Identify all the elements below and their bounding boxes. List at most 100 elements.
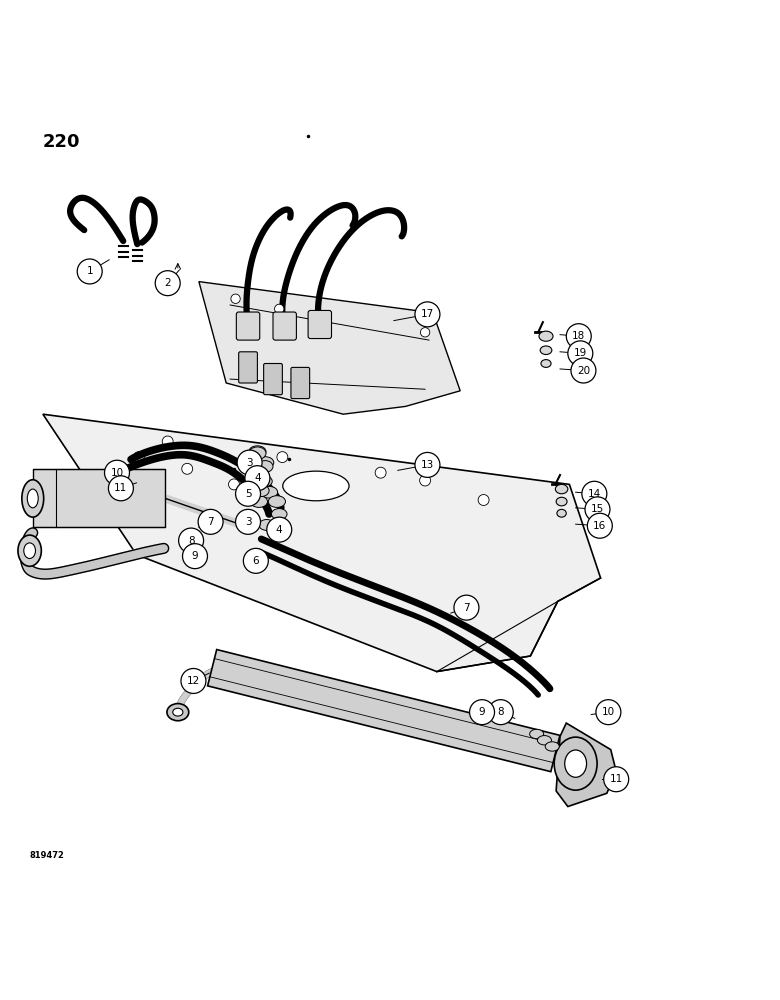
Ellipse shape [554, 737, 597, 790]
FancyBboxPatch shape [239, 352, 257, 383]
Circle shape [454, 595, 479, 620]
Text: 8: 8 [498, 707, 504, 717]
Ellipse shape [245, 472, 262, 484]
Text: 14: 14 [588, 489, 601, 499]
Polygon shape [43, 414, 601, 672]
Circle shape [277, 452, 288, 463]
Circle shape [162, 436, 173, 447]
Circle shape [105, 460, 129, 485]
FancyBboxPatch shape [236, 312, 260, 340]
Ellipse shape [557, 509, 566, 517]
Text: 17: 17 [421, 309, 434, 319]
Polygon shape [207, 650, 560, 772]
Circle shape [243, 548, 268, 573]
Ellipse shape [167, 704, 189, 721]
Text: 11: 11 [115, 483, 127, 493]
Text: 10: 10 [111, 468, 123, 478]
Circle shape [566, 324, 591, 349]
Text: 10: 10 [602, 707, 615, 717]
Ellipse shape [555, 484, 568, 494]
Ellipse shape [261, 486, 278, 498]
Circle shape [596, 700, 621, 725]
Ellipse shape [540, 346, 552, 355]
Circle shape [155, 271, 180, 296]
Text: 18: 18 [573, 331, 585, 341]
Text: 9: 9 [192, 551, 198, 561]
Text: 4: 4 [254, 473, 261, 483]
Ellipse shape [565, 750, 587, 777]
Circle shape [568, 341, 593, 366]
Text: 3: 3 [245, 517, 251, 527]
Text: 15: 15 [591, 504, 604, 514]
Circle shape [488, 700, 513, 725]
FancyBboxPatch shape [273, 312, 296, 340]
Ellipse shape [249, 447, 266, 459]
Polygon shape [556, 723, 616, 807]
Circle shape [415, 452, 440, 477]
Circle shape [108, 476, 133, 501]
Circle shape [604, 767, 629, 792]
Circle shape [275, 304, 284, 314]
Circle shape [571, 358, 596, 383]
Ellipse shape [22, 480, 44, 517]
Text: 12: 12 [187, 676, 200, 686]
Text: 9: 9 [479, 707, 485, 717]
Circle shape [420, 328, 430, 337]
Ellipse shape [268, 496, 285, 507]
Text: 6: 6 [253, 556, 259, 566]
Circle shape [231, 294, 240, 303]
Circle shape [585, 497, 610, 522]
Circle shape [236, 509, 261, 534]
Ellipse shape [271, 509, 287, 520]
Circle shape [478, 495, 489, 505]
Circle shape [236, 481, 261, 506]
Ellipse shape [257, 461, 273, 472]
Text: 2: 2 [165, 278, 171, 288]
Text: 8: 8 [188, 536, 194, 546]
Circle shape [587, 513, 612, 538]
Circle shape [470, 700, 495, 725]
Text: 5: 5 [245, 489, 251, 499]
Ellipse shape [539, 331, 553, 341]
Circle shape [77, 259, 102, 284]
Circle shape [420, 475, 431, 486]
Ellipse shape [556, 497, 567, 506]
Ellipse shape [257, 457, 274, 468]
Ellipse shape [245, 465, 262, 476]
Circle shape [237, 450, 262, 475]
Text: 819472: 819472 [30, 851, 65, 860]
Ellipse shape [254, 485, 269, 496]
Ellipse shape [18, 535, 41, 566]
Circle shape [375, 467, 386, 478]
Ellipse shape [530, 729, 544, 739]
FancyBboxPatch shape [291, 367, 310, 399]
Circle shape [415, 302, 440, 327]
Circle shape [229, 479, 239, 490]
FancyBboxPatch shape [264, 363, 282, 395]
Text: 7: 7 [463, 603, 470, 613]
Text: 3: 3 [246, 458, 253, 468]
Circle shape [133, 452, 144, 463]
Ellipse shape [259, 520, 275, 530]
Polygon shape [199, 282, 460, 414]
Text: 11: 11 [610, 774, 622, 784]
Ellipse shape [249, 446, 266, 457]
Ellipse shape [23, 543, 36, 558]
Text: 7: 7 [207, 517, 214, 527]
Text: 13: 13 [421, 460, 434, 470]
Circle shape [198, 509, 223, 534]
Ellipse shape [173, 708, 183, 716]
Circle shape [182, 463, 193, 474]
Text: 1: 1 [87, 266, 93, 276]
Ellipse shape [282, 471, 349, 501]
Circle shape [245, 466, 270, 491]
Text: 16: 16 [594, 521, 606, 531]
Text: 4: 4 [276, 525, 282, 535]
Polygon shape [33, 469, 165, 527]
Text: 19: 19 [574, 348, 587, 358]
Circle shape [303, 483, 314, 494]
Circle shape [267, 517, 292, 542]
Text: 20: 20 [577, 366, 590, 376]
Circle shape [179, 528, 204, 553]
Ellipse shape [545, 742, 559, 751]
